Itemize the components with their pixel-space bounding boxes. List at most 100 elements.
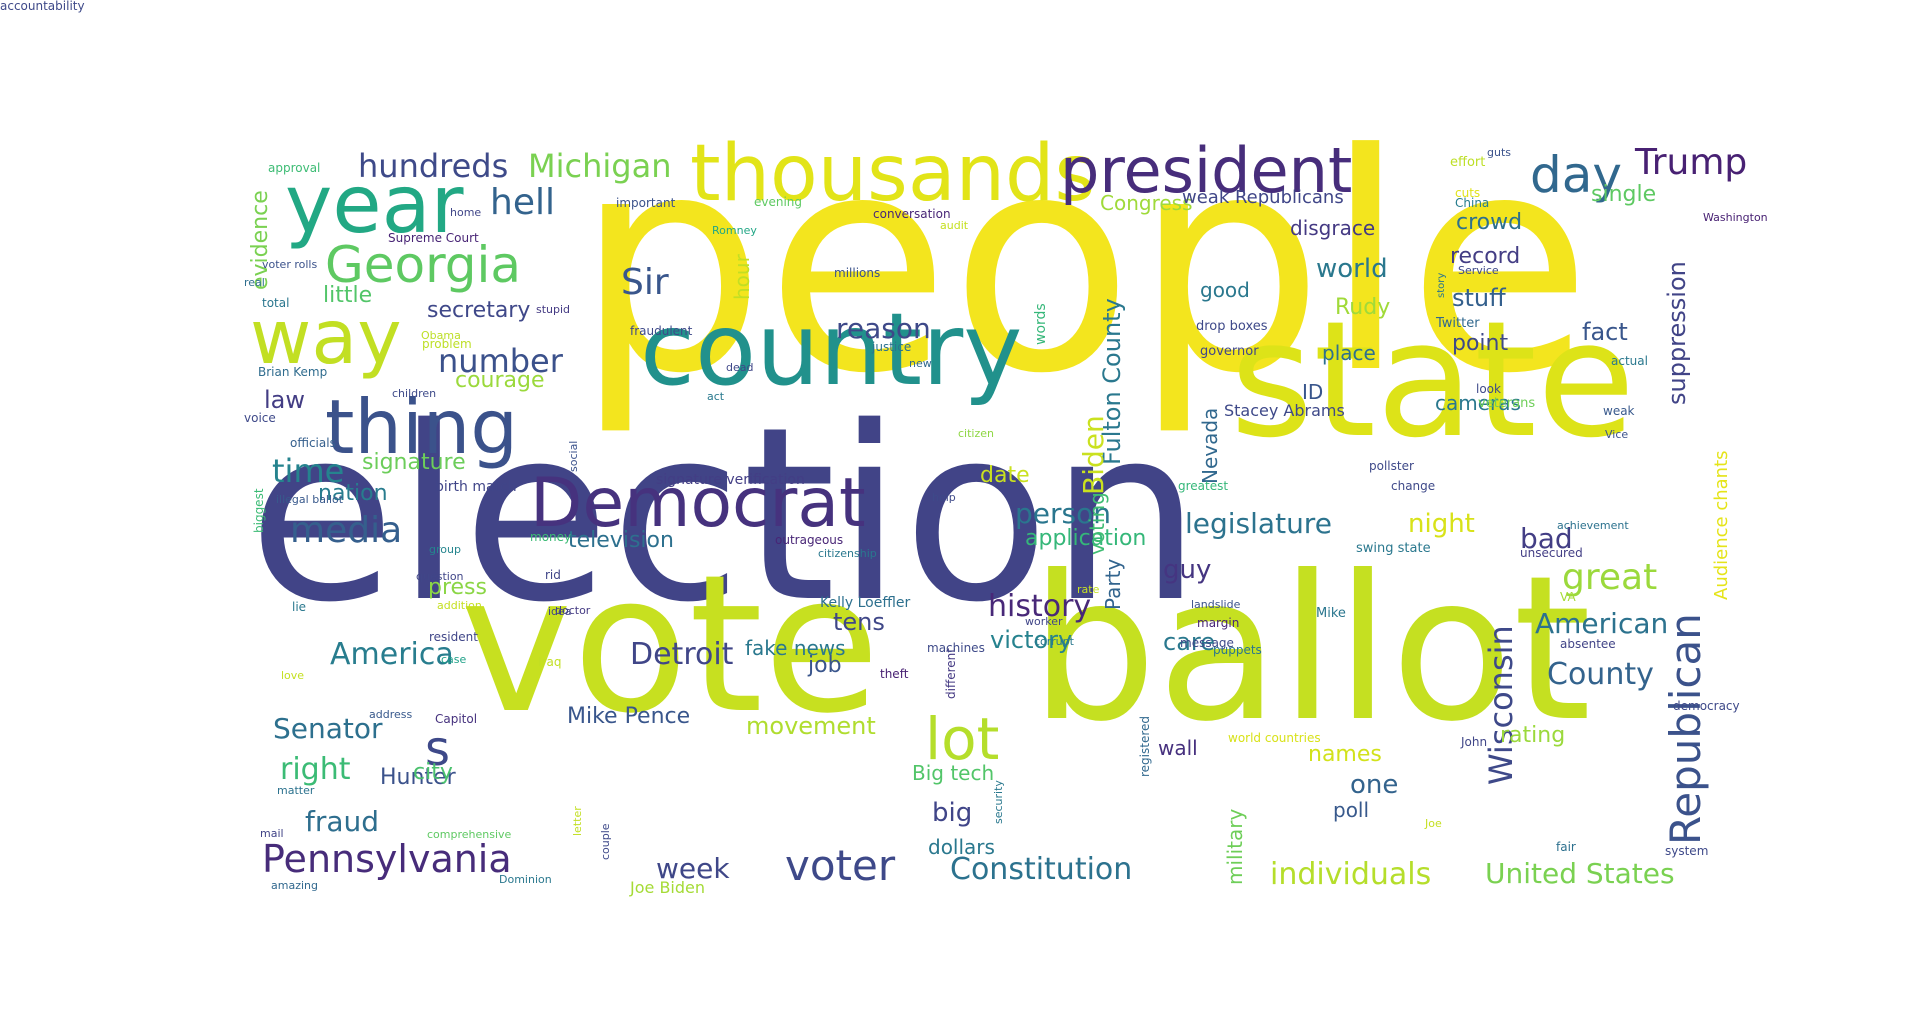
word: state <box>1230 286 1636 473</box>
word: Romney <box>712 224 757 237</box>
word: Dominion <box>499 873 552 886</box>
word: individuals <box>1270 857 1432 892</box>
word: landslide <box>1191 598 1241 611</box>
word: amazing <box>271 879 318 892</box>
word: conversation <box>873 207 951 221</box>
word: reason <box>836 312 931 345</box>
word: fraudulent <box>630 324 693 338</box>
word: Kelly Loeffler <box>820 595 911 611</box>
word: Georgia <box>325 236 522 294</box>
word: evening <box>754 195 803 209</box>
word: governor <box>1200 344 1259 359</box>
word: unsecured <box>1520 546 1583 560</box>
word: thousands <box>690 129 1096 219</box>
word: city <box>413 760 453 785</box>
word: Big tech <box>912 761 995 785</box>
word: Mike <box>1316 606 1346 621</box>
word: Mike Pence <box>567 704 691 729</box>
word: children <box>392 387 437 400</box>
word: Service <box>1458 264 1499 277</box>
word: accountability <box>0 0 85 13</box>
word: swing state <box>1356 541 1431 556</box>
word: Biden <box>1077 415 1110 495</box>
word: suppression <box>1663 261 1691 405</box>
word: message <box>1180 636 1234 650</box>
word: addition <box>437 599 482 612</box>
word: television <box>568 528 674 553</box>
word: home <box>450 206 482 219</box>
word: good <box>1200 278 1250 302</box>
word: wall <box>1158 736 1198 760</box>
word: dead <box>726 361 754 374</box>
word: crowd <box>1456 210 1523 235</box>
word: question <box>416 570 464 583</box>
word: president <box>1060 134 1353 207</box>
word: point <box>1452 331 1509 356</box>
word: great <box>1562 557 1658 598</box>
word: dollars <box>928 835 995 859</box>
word: weak Republicans <box>1182 187 1344 208</box>
word: idea <box>548 605 572 618</box>
word: hour <box>730 254 754 300</box>
word: outrageous <box>775 533 844 547</box>
word: Audience chants <box>1711 450 1732 600</box>
word: resident <box>429 630 478 644</box>
word: couple <box>599 823 612 860</box>
word: letter <box>571 806 584 836</box>
word: doctor <box>555 604 591 617</box>
word: drop boxes <box>1196 319 1268 334</box>
word: Iraq <box>538 655 562 669</box>
word: rid <box>545 568 561 582</box>
word: country <box>640 291 1023 408</box>
word: lie <box>292 600 307 614</box>
word: Rudy <box>1335 295 1391 320</box>
word: press <box>428 575 487 600</box>
word: comprehensive <box>427 828 512 841</box>
word: Trump <box>1635 142 1748 183</box>
word: world countries <box>1228 731 1321 745</box>
word: thing <box>325 383 518 471</box>
word: America <box>330 637 454 672</box>
word: Joe <box>1425 817 1442 830</box>
word: officials <box>290 436 336 450</box>
word: hell <box>490 182 555 223</box>
word: change <box>1391 479 1436 493</box>
word: John <box>1461 735 1488 749</box>
word: stupid <box>536 303 571 316</box>
word: little <box>323 283 373 308</box>
word: effort <box>1450 155 1486 170</box>
word: County <box>1547 657 1654 692</box>
word: big <box>932 798 973 828</box>
word: puppets <box>1213 643 1262 657</box>
word: vote <box>460 534 881 755</box>
word: Vice <box>1605 428 1629 441</box>
word: pollster <box>1369 459 1414 473</box>
word: Nevada <box>1198 407 1222 484</box>
word: history <box>988 589 1092 624</box>
word: cameras <box>1435 391 1521 415</box>
word: act <box>707 390 725 403</box>
word: greatest <box>1178 479 1229 493</box>
word: place <box>1322 341 1376 365</box>
word: theft <box>880 667 909 681</box>
word: cuts <box>1455 186 1481 200</box>
word: rate <box>1077 583 1100 596</box>
word: single <box>1591 182 1657 207</box>
word: one <box>1350 770 1399 800</box>
word: secretary <box>427 298 531 323</box>
word: Detroit <box>630 637 734 672</box>
word: application <box>1025 526 1147 551</box>
word: VA <box>1560 590 1576 604</box>
word: poll <box>1333 798 1370 822</box>
word: date <box>980 463 1030 488</box>
word: voting <box>1085 492 1109 555</box>
word: legislature <box>1185 507 1332 540</box>
word: Brian Kemp <box>258 365 328 379</box>
word: Joe Biden <box>630 878 705 897</box>
word: law <box>264 386 306 414</box>
word: voice <box>244 411 276 425</box>
word: Constitution <box>950 852 1133 887</box>
word: problem <box>422 337 472 351</box>
word: night <box>1408 509 1475 539</box>
